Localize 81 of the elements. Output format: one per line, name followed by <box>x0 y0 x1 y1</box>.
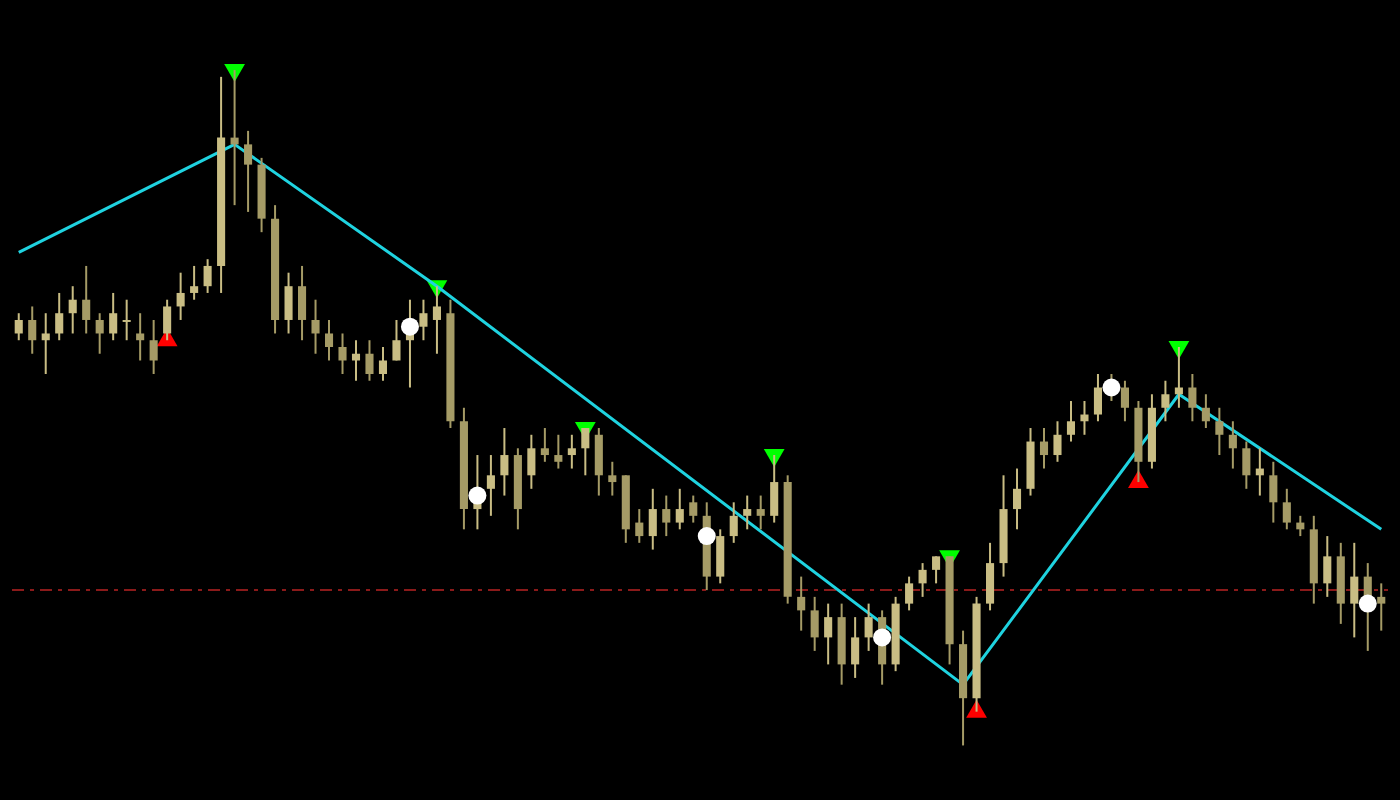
candlestick <box>1228 420 1237 470</box>
candlestick <box>122 298 131 342</box>
point <box>400 317 419 336</box>
candlestick <box>1215 406 1224 457</box>
candlestick <box>28 305 37 355</box>
candlestick <box>851 616 860 679</box>
point <box>697 527 716 546</box>
candlestick <box>743 494 752 531</box>
candlestick <box>109 291 118 342</box>
candlestick <box>419 298 428 342</box>
point <box>873 628 892 647</box>
candlestick <box>985 541 995 612</box>
candlestick <box>689 494 698 524</box>
candlestick <box>648 487 657 551</box>
candlestick <box>95 312 104 355</box>
candlestick <box>608 460 617 497</box>
candlestick <box>1080 400 1089 436</box>
candlestick <box>1053 420 1062 463</box>
candlestick <box>55 291 64 342</box>
candlestick <box>41 312 50 375</box>
candlestick <box>1323 535 1332 598</box>
candlestick <box>297 264 307 342</box>
candlestick <box>594 427 603 497</box>
candlestick <box>68 285 77 335</box>
candlestick <box>1201 393 1210 430</box>
candlestick <box>149 318 158 375</box>
candlestick <box>540 427 549 463</box>
candlestick <box>14 312 23 342</box>
candlestick <box>675 487 684 531</box>
candlestick <box>1039 427 1049 470</box>
candlestick <box>392 318 401 362</box>
point <box>1102 378 1121 397</box>
candlestick <box>203 258 212 294</box>
candlestick <box>190 264 199 301</box>
candlestick <box>1066 400 1076 443</box>
candlestick <box>662 494 671 538</box>
candlestick <box>797 575 806 632</box>
candlestick <box>338 332 347 375</box>
candlestick <box>567 433 576 470</box>
candlestick <box>1377 582 1386 632</box>
candlestick <box>716 528 725 585</box>
candlestick <box>1026 427 1035 497</box>
candlestick <box>635 508 644 544</box>
candlestick <box>324 318 334 362</box>
candlestick <box>810 595 819 652</box>
candlestick <box>837 602 846 686</box>
candlestick <box>284 271 293 335</box>
candlestick <box>500 427 509 497</box>
candlestick <box>1120 379 1129 423</box>
candlestick <box>486 454 495 517</box>
candlestick <box>527 433 536 490</box>
candlestick <box>770 454 779 524</box>
point <box>468 486 487 505</box>
candlestick <box>864 602 873 652</box>
candlestick <box>163 298 172 342</box>
candlestick <box>1350 541 1359 639</box>
candlestick <box>824 602 833 666</box>
candlestick <box>1269 460 1278 524</box>
candlestick <box>1012 467 1022 531</box>
candlestick <box>176 271 185 321</box>
candlestick <box>1161 379 1170 423</box>
candlestick <box>756 494 765 531</box>
candlestick <box>311 298 320 355</box>
candlestick <box>729 501 738 544</box>
candlestick <box>136 312 145 362</box>
candlestick <box>432 285 441 355</box>
candlestick <box>905 575 914 612</box>
point <box>1358 594 1377 613</box>
candlestick <box>1093 373 1103 423</box>
candlestick <box>365 339 374 382</box>
candlestick <box>82 264 91 335</box>
candlestick <box>581 427 590 477</box>
candlestick <box>1188 373 1197 423</box>
candlestick <box>378 345 388 382</box>
candlestick <box>1282 487 1291 531</box>
candlestick <box>918 562 927 598</box>
candlestick <box>1242 440 1251 490</box>
candlestick <box>932 555 941 585</box>
candlestick <box>554 433 563 470</box>
candlestick <box>244 129 253 213</box>
candlestick <box>1336 541 1345 625</box>
